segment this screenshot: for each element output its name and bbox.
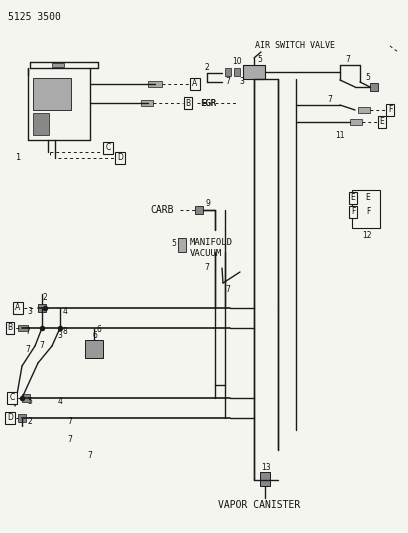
Text: E: E bbox=[366, 193, 370, 203]
Text: 2: 2 bbox=[42, 294, 47, 303]
Bar bbox=[178, 238, 186, 252]
Text: 2: 2 bbox=[28, 416, 32, 425]
Text: 11: 11 bbox=[335, 131, 345, 140]
Text: 1: 1 bbox=[16, 154, 21, 163]
Text: F: F bbox=[388, 106, 392, 115]
Text: 5: 5 bbox=[28, 397, 33, 406]
Text: 13: 13 bbox=[261, 464, 271, 472]
Text: 7: 7 bbox=[26, 327, 31, 335]
Bar bbox=[38, 304, 46, 312]
Bar bbox=[234, 68, 240, 76]
Text: B: B bbox=[186, 99, 191, 108]
Bar bbox=[22, 394, 30, 402]
Text: E: E bbox=[350, 193, 355, 203]
Text: 10: 10 bbox=[232, 58, 242, 67]
Text: MANIFOLD
VACUUM: MANIFOLD VACUUM bbox=[190, 238, 233, 257]
Bar bbox=[141, 100, 153, 106]
Text: 7: 7 bbox=[328, 95, 333, 104]
Text: F: F bbox=[351, 207, 355, 216]
Bar bbox=[260, 472, 270, 486]
Text: 7: 7 bbox=[68, 435, 73, 445]
Text: 4: 4 bbox=[58, 397, 62, 406]
Text: 3: 3 bbox=[239, 77, 244, 86]
Text: 7: 7 bbox=[26, 345, 31, 354]
Text: 7: 7 bbox=[40, 342, 44, 351]
Text: A: A bbox=[193, 79, 197, 88]
Text: 3: 3 bbox=[58, 332, 62, 341]
Text: 2: 2 bbox=[205, 63, 209, 72]
Bar bbox=[195, 206, 203, 214]
Text: 5: 5 bbox=[366, 74, 370, 83]
Text: 5: 5 bbox=[171, 238, 176, 247]
Bar bbox=[225, 68, 231, 76]
Bar bbox=[33, 78, 71, 110]
Text: 12: 12 bbox=[362, 230, 372, 239]
Text: B: B bbox=[7, 324, 13, 333]
Text: 3: 3 bbox=[28, 306, 33, 316]
Text: CARB: CARB bbox=[150, 205, 173, 215]
Bar bbox=[18, 414, 26, 422]
Text: C: C bbox=[105, 143, 111, 152]
Bar bbox=[33, 113, 49, 135]
Bar bbox=[52, 63, 64, 67]
Text: 7: 7 bbox=[204, 263, 209, 272]
Bar bbox=[148, 81, 162, 87]
Text: D: D bbox=[7, 414, 13, 423]
Text: 5125 3500: 5125 3500 bbox=[8, 12, 61, 22]
Text: A: A bbox=[16, 303, 21, 312]
Text: C: C bbox=[9, 393, 15, 402]
Bar bbox=[18, 325, 28, 331]
Bar bbox=[350, 119, 362, 125]
Bar bbox=[243, 65, 265, 79]
Text: 7: 7 bbox=[226, 77, 231, 86]
Text: 8: 8 bbox=[62, 327, 67, 335]
Text: 7: 7 bbox=[226, 286, 231, 295]
Text: 6: 6 bbox=[93, 332, 98, 341]
Text: EGR: EGR bbox=[201, 99, 216, 108]
Text: 6: 6 bbox=[97, 326, 102, 335]
Text: 7: 7 bbox=[346, 55, 350, 64]
Bar bbox=[358, 107, 370, 113]
Text: D: D bbox=[117, 154, 123, 163]
Text: 4: 4 bbox=[62, 306, 67, 316]
Text: E: E bbox=[379, 117, 384, 126]
Text: AIR SWITCH VALVE: AIR SWITCH VALVE bbox=[255, 42, 335, 51]
Bar bbox=[370, 83, 378, 91]
Text: 9: 9 bbox=[206, 199, 211, 208]
Text: VAPOR CANISTER: VAPOR CANISTER bbox=[218, 500, 300, 510]
Text: 7: 7 bbox=[88, 450, 93, 459]
Text: F: F bbox=[366, 207, 370, 216]
Bar bbox=[352, 190, 380, 228]
Text: 7: 7 bbox=[68, 416, 73, 425]
Bar bbox=[85, 340, 103, 358]
Text: EGR: EGR bbox=[200, 99, 216, 108]
Text: 5: 5 bbox=[257, 55, 262, 64]
